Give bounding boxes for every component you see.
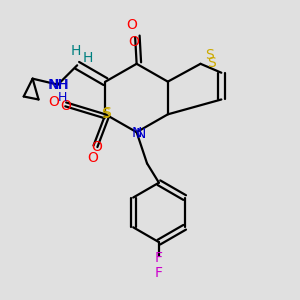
Text: N: N [136, 127, 146, 141]
Text: S: S [101, 107, 110, 121]
Text: O: O [88, 151, 98, 165]
Text: F: F [155, 266, 163, 280]
Text: O: O [91, 140, 102, 154]
Text: NH: NH [47, 78, 68, 92]
Text: NH: NH [48, 78, 69, 92]
Text: O: O [127, 18, 138, 32]
Text: F: F [154, 251, 162, 266]
Text: N: N [131, 126, 142, 140]
Text: O: O [48, 94, 59, 109]
Text: S: S [207, 56, 216, 70]
Text: O: O [61, 99, 72, 113]
Text: S: S [102, 106, 111, 120]
Text: H: H [70, 44, 81, 58]
Text: O: O [128, 34, 139, 49]
Text: H: H [82, 51, 93, 65]
Text: S: S [205, 48, 214, 62]
Text: H: H [57, 91, 67, 103]
